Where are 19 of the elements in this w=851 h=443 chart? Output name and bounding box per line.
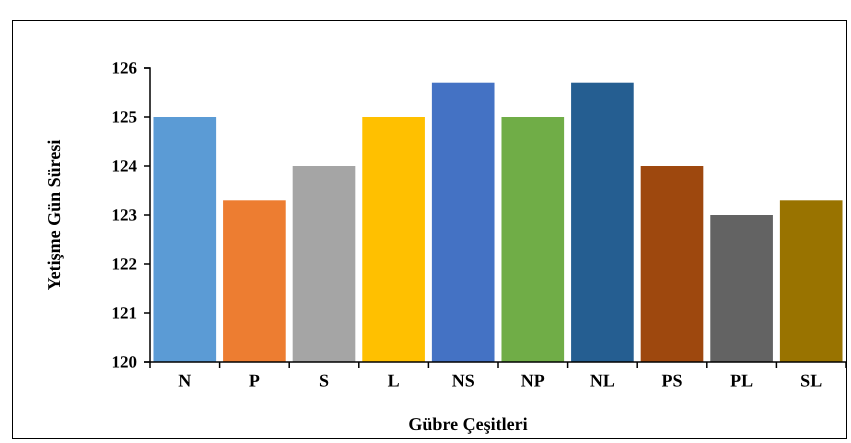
y-tick-label: 120 [112,352,137,372]
x-tick-label: PL [730,370,754,391]
x-tick-label: PS [661,370,683,391]
y-axis-title: Yetişme Gün Süresi [44,140,64,290]
x-tick-label: NL [590,370,615,391]
y-tick-label: 122 [112,254,137,274]
x-tick-label: NS [452,370,475,391]
y-tick-label: 125 [112,107,137,126]
y-tick-label: 126 [112,58,137,78]
x-tick-label: NP [520,370,545,391]
x-tick-label: N [178,370,192,391]
y-tick-label: 124 [112,156,138,176]
x-axis-title: Gübre Çeşitleri [408,414,528,434]
x-tick-label: P [248,370,260,391]
y-tick-label: 123 [112,205,137,224]
x-tick-label: L [388,370,400,391]
y-tick-label: 121 [112,303,137,322]
x-tick-label: SL [800,370,822,391]
x-tick-label: S [318,370,330,391]
